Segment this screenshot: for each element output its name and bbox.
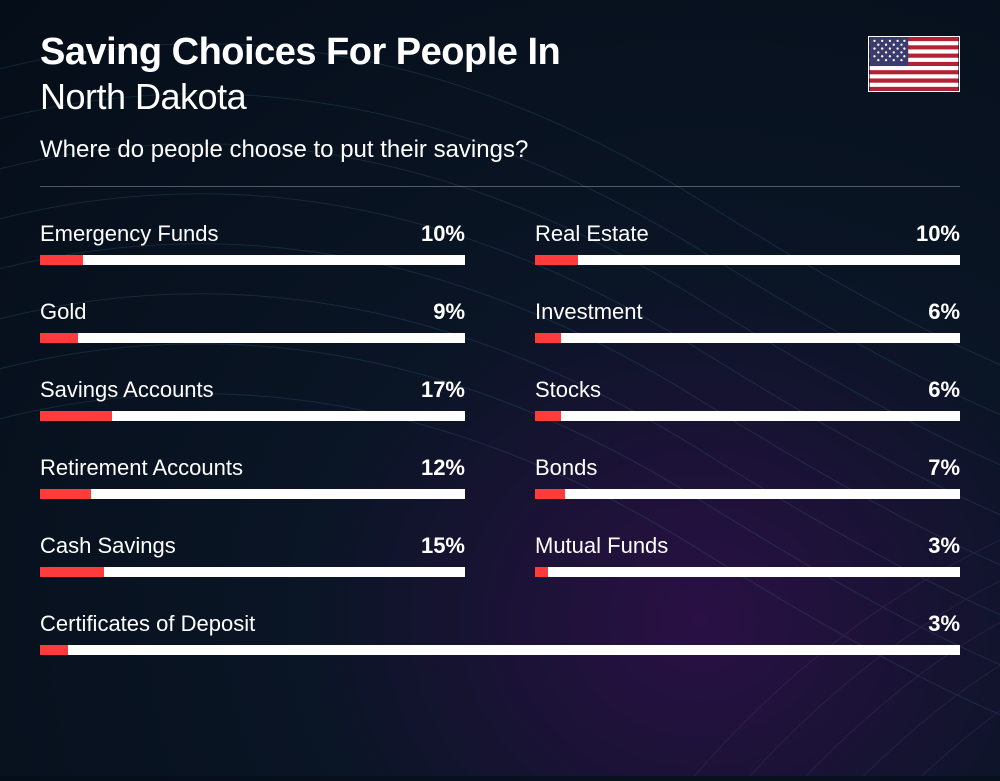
bar-item-head: Stocks 6% <box>535 377 960 403</box>
location-subtitle: North Dakota <box>40 76 560 118</box>
bar-label: Certificates of Deposit <box>40 611 255 637</box>
bar-item-head: Gold 9% <box>40 299 465 325</box>
bar-value: 7% <box>928 455 960 481</box>
bar-label: Savings Accounts <box>40 377 214 403</box>
divider <box>40 186 960 187</box>
bar-label: Mutual Funds <box>535 533 668 559</box>
bar-value: 15% <box>421 533 465 559</box>
bar-track <box>40 411 465 421</box>
bar-item-head: Bonds 7% <box>535 455 960 481</box>
bar-fill <box>40 411 112 421</box>
bar-label: Emergency Funds <box>40 221 219 247</box>
header-text: Saving Choices For People In North Dakot… <box>40 32 560 164</box>
bar-item-head: Cash Savings 15% <box>40 533 465 559</box>
bar-item-head: Certificates of Deposit 3% <box>40 611 960 637</box>
bar-item: Bonds 7% <box>535 455 960 499</box>
bar-item: Savings Accounts 17% <box>40 377 465 421</box>
bar-label: Retirement Accounts <box>40 455 243 481</box>
bar-value: 6% <box>928 299 960 325</box>
bar-item-head: Real Estate 10% <box>535 221 960 247</box>
bar-track <box>40 567 465 577</box>
bar-track <box>535 255 960 265</box>
bar-label: Gold <box>40 299 86 325</box>
bar-value: 10% <box>421 221 465 247</box>
bar-track <box>535 489 960 499</box>
bar-item: Certificates of Deposit 3% <box>40 611 960 655</box>
bar-item: Emergency Funds 10% <box>40 221 465 265</box>
bar-item: Investment 6% <box>535 299 960 343</box>
bar-item: Real Estate 10% <box>535 221 960 265</box>
header-row: Saving Choices For People In North Dakot… <box>40 32 960 164</box>
bar-value: 17% <box>421 377 465 403</box>
bar-item: Cash Savings 15% <box>40 533 465 577</box>
bar-item-head: Emergency Funds 10% <box>40 221 465 247</box>
bar-item-head: Mutual Funds 3% <box>535 533 960 559</box>
bars-grid: Emergency Funds 10% Real Estate 10% Gold 9% In… <box>40 221 960 655</box>
bar-fill <box>40 567 104 577</box>
page-title: Saving Choices For People In <box>40 32 560 74</box>
bar-item-head: Retirement Accounts 12% <box>40 455 465 481</box>
bar-value: 3% <box>928 611 960 637</box>
bar-track <box>40 333 465 343</box>
bar-track <box>40 645 960 655</box>
bar-label: Bonds <box>535 455 597 481</box>
bar-item-head: Investment 6% <box>535 299 960 325</box>
bar-item: Gold 9% <box>40 299 465 343</box>
bar-value: 12% <box>421 455 465 481</box>
bar-track <box>535 333 960 343</box>
bar-fill <box>535 333 561 343</box>
bar-label: Cash Savings <box>40 533 176 559</box>
bar-value: 9% <box>433 299 465 325</box>
bar-label: Stocks <box>535 377 601 403</box>
bar-track <box>40 255 465 265</box>
bar-value: 3% <box>928 533 960 559</box>
bar-item: Stocks 6% <box>535 377 960 421</box>
question-text: Where do people choose to put their savi… <box>40 136 560 164</box>
bar-fill <box>40 255 83 265</box>
bar-item: Retirement Accounts 12% <box>40 455 465 499</box>
bar-fill <box>535 255 578 265</box>
bar-fill <box>40 333 78 343</box>
usa-flag-icon <box>868 36 960 92</box>
bar-label: Real Estate <box>535 221 649 247</box>
bar-value: 6% <box>928 377 960 403</box>
bar-value: 10% <box>916 221 960 247</box>
bar-fill <box>535 489 565 499</box>
bar-fill <box>535 411 561 421</box>
bar-item-head: Savings Accounts 17% <box>40 377 465 403</box>
bar-track <box>40 489 465 499</box>
bar-track <box>535 567 960 577</box>
main-container: Saving Choices For People In North Dakot… <box>0 0 1000 685</box>
bar-fill <box>40 489 91 499</box>
bar-fill <box>40 645 68 655</box>
bar-fill <box>535 567 548 577</box>
bar-track <box>535 411 960 421</box>
bar-label: Investment <box>535 299 643 325</box>
bar-item: Mutual Funds 3% <box>535 533 960 577</box>
